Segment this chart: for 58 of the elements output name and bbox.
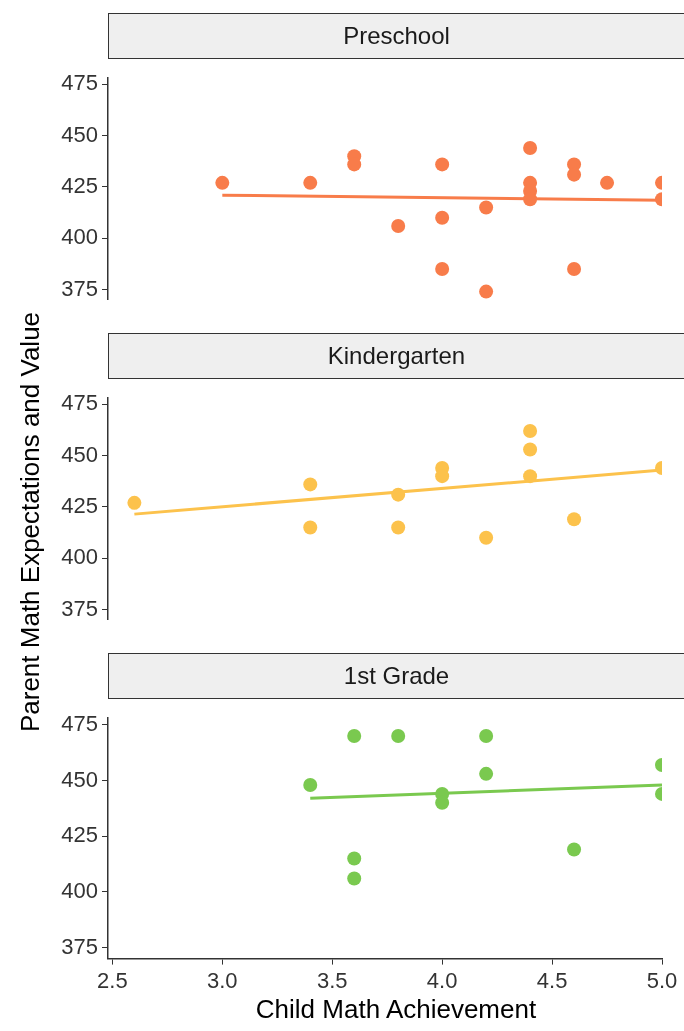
y-axis-title: Parent Math Expectations and Value [14, 310, 46, 735]
point [600, 175, 615, 190]
x-axis-title: Child Math Achievement [254, 994, 538, 1025]
x-tick-label: 2.5 [97, 967, 128, 993]
point [567, 512, 582, 527]
point [391, 487, 406, 502]
y-tick-label: 375 [61, 595, 98, 621]
y-tick-label: 425 [61, 173, 98, 199]
y-tick-label: 400 [61, 877, 98, 903]
chart-title: Preschool [108, 13, 684, 59]
x-tick-label: 4.0 [426, 967, 458, 993]
point [303, 520, 318, 535]
point [479, 530, 494, 545]
point [391, 729, 406, 744]
y-tick-label: 375 [61, 275, 98, 301]
point [391, 218, 406, 233]
point [567, 262, 582, 277]
point [435, 469, 450, 484]
point [347, 871, 362, 886]
x-tick-label: 4.5 [536, 967, 568, 993]
point [479, 766, 494, 781]
x-tick-label: 3.0 [207, 967, 238, 993]
point [523, 192, 538, 207]
x-tick-label: 5.0 [646, 967, 678, 993]
point [303, 477, 318, 492]
point [523, 140, 538, 155]
point [435, 157, 450, 172]
point [479, 729, 494, 744]
point [523, 442, 538, 457]
point [127, 495, 142, 510]
point [435, 262, 450, 277]
point [567, 842, 582, 857]
y-tick-label: 400 [61, 544, 98, 570]
point [303, 777, 318, 792]
y-tick-label: 450 [61, 121, 98, 147]
y-tick-label: 450 [61, 441, 98, 467]
y-tick-label: 475 [61, 70, 98, 96]
point [215, 175, 230, 190]
y-tick-label: 400 [61, 224, 98, 250]
point [479, 284, 494, 299]
point [347, 729, 362, 744]
point [567, 167, 582, 182]
chart-title: Kindergarten [108, 333, 684, 379]
y-tick-label: 425 [61, 493, 98, 519]
point [523, 424, 538, 439]
y-tick-label: 475 [61, 390, 98, 416]
point [347, 851, 362, 866]
y-tick-label: 425 [61, 822, 98, 848]
x-tick-label: 3.5 [316, 967, 348, 993]
point [479, 200, 494, 215]
y-tick-label: 450 [61, 766, 98, 792]
point [303, 175, 318, 190]
point [391, 520, 406, 535]
y-tick-label: 375 [61, 933, 98, 959]
chart-title: 1st Grade [108, 653, 684, 699]
point [523, 469, 538, 484]
point [435, 210, 450, 225]
y-tick-label: 475 [61, 710, 98, 736]
